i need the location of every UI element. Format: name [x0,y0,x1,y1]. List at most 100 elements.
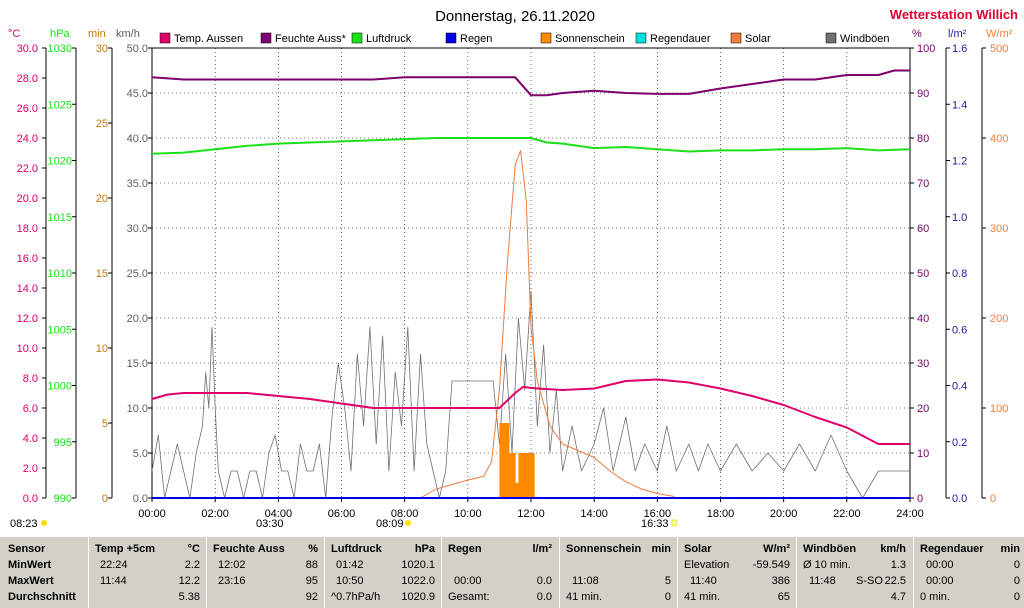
duration-tick-label: 30 [96,43,108,55]
sonnenschein-bar [502,423,507,498]
humidity-tick-label: 40 [917,313,929,325]
wind-tick-label: 30.0 [127,223,148,235]
temp-max: 12.2 [178,575,200,587]
pressure-tick-label: 1030 [48,43,72,55]
rain-tick-label: 1.4 [952,99,967,111]
sonnenschein-bar [527,453,532,498]
solar-elev-label: Elevation [684,559,730,571]
luftdruck-line [151,137,911,155]
wind-tick-label: 35.0 [127,178,148,190]
wind-unit: km/h [880,543,906,555]
humidity-tick-label: 30 [917,358,929,370]
hum-min: 88 [305,559,318,571]
sun-total-label: 41 min. [566,591,603,603]
windb-en-line [151,290,910,499]
rain-tick-label: 0.4 [952,381,967,393]
legend-swatch-1 [260,32,272,44]
humidity-tick-label: 80 [917,133,929,145]
pressure-tick-label: 1010 [48,268,72,280]
legend-label-7: Windböen [840,33,890,45]
rain-tick-label: 0.2 [952,437,967,449]
temp-tick-label: 18.0 [17,223,38,235]
sonnenschein-bar [521,453,526,498]
duration-tick-label: 5 [102,418,108,430]
x-tick-label: 10:00 [454,508,482,520]
duration-tick-label: 0 [102,493,108,505]
temp-tick-label: 6.0 [23,403,38,415]
rain-unit-label: l/m² [948,28,967,40]
sonnenschein-bar [524,453,529,498]
temp-tick-label: 0.0 [23,493,38,505]
solar-unit-label: W/m² [986,28,1013,40]
temp-tick-label: 24.0 [17,133,38,145]
duration-tick-label: 15 [96,268,108,280]
humidity-tick-label: 20 [917,403,929,415]
rain-tick-label: 1.0 [952,212,967,224]
legend-label-2: Luftdruck [366,33,412,45]
wind-tick-label: 0.0 [133,493,148,505]
rain-tick-label: 1.6 [952,43,967,55]
temp-tick-label: 22.0 [17,163,38,175]
humidity-tick-label: 10 [917,448,929,460]
legend-swatch-5 [635,32,647,44]
legend-swatch-4 [540,32,552,44]
legend-label-4: Sonnenschein [555,33,625,45]
solar-unit: W/m² [763,543,790,555]
solar-max: 386 [771,575,790,587]
legend-label-1: Feuchte Auss* [275,33,347,45]
weather-chart: Donnerstag, 26.11.2020 Wetterstation Wil… [8,7,1019,530]
raindur-total-label: 0 min. [920,591,950,603]
solar-total: 65 [777,591,790,603]
sonnenschein-bar [505,423,510,498]
solar-elev: -59.549 [752,559,790,571]
raindur-unit: min [1000,543,1020,555]
pressure-tick-label: 1005 [48,324,72,336]
press-avg: 1020.9 [401,591,435,603]
temp-avg: 5.38 [178,591,200,603]
wind-tick-label: 20.0 [127,313,148,325]
hum-min-time: 12:02 [218,559,246,571]
wind-avg2: 4.7 [890,591,906,603]
wind-max: 22.5 [884,575,906,587]
pressure-unit-label: hPa [50,28,70,40]
legend-swatch-6 [730,32,742,44]
sunset-marker-icon [671,519,678,527]
pressure-tick-label: 1015 [48,212,72,224]
sonnenschein-bar [531,453,535,498]
press-max: 1022.0 [401,575,435,587]
chart-grid [151,47,911,499]
raindur-v1-time: 00:00 [926,559,954,571]
x-tick-label: 04:00 [265,508,293,520]
hum-unit: % [308,543,318,555]
raindur-v1: 0 [1013,559,1020,571]
wind-tick-label: 50.0 [127,43,148,55]
rain-total-label: Gesamt: [448,591,490,603]
rain-max: 0.0 [536,575,552,587]
humidity-tick-label: 70 [917,178,929,190]
wind-tick-label: 10.0 [127,403,148,415]
temp-tick-label: 26.0 [17,103,38,115]
temp-tick-label: 2.0 [23,463,38,475]
rain-max-time: 00:00 [454,575,482,587]
sonnenschein-bar [499,423,504,498]
x-tick-label: 00:00 [138,508,166,520]
legend-swatch-0 [159,32,171,44]
solar-max-time: 11:40 [690,575,717,587]
temp-tick-label: 20.0 [17,193,38,205]
sun-markers: 08:23 03:30 08:09 16:33 [10,518,678,530]
wind-avg-label: Ø 10 min. [803,559,851,571]
raindur-total: 0 [1013,591,1020,603]
temp-tick-label: 4.0 [23,433,38,445]
solar-tick-label: 300 [990,223,1008,235]
x-tick-label: 12:00 [517,508,545,520]
sun-unit: min [651,543,671,555]
duration-tick-label: 10 [96,343,108,355]
humidity-unit-label: % [912,28,922,40]
wind-tick-label: 25.0 [127,268,148,280]
sun-max-time: 11:08 [572,575,599,587]
duration-tick-label: 20 [96,193,108,205]
x-tick-label: 20:00 [770,508,798,520]
humidity-tick-label: 60 [917,223,929,235]
hum-avg: 92 [305,591,318,603]
